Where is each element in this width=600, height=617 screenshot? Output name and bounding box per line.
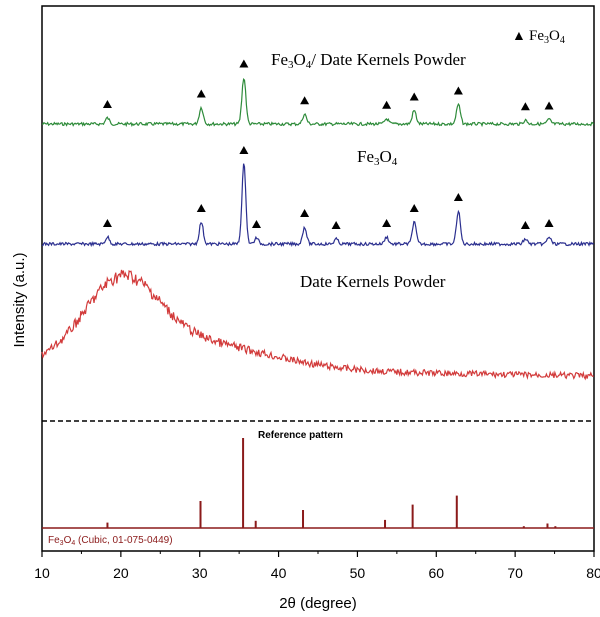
reference-label: Fe3O4 (Cubic, 01-075-0449) bbox=[48, 535, 173, 547]
legend-marker: ▲ bbox=[512, 29, 526, 44]
peak-markers bbox=[102, 59, 554, 229]
x-axis-ticks: 10 20 30 40 50 60 70 80 bbox=[34, 551, 600, 581]
peak-marker-0-6 bbox=[453, 86, 463, 95]
peak-marker-1-4 bbox=[300, 209, 310, 217]
x-tick-label-2: 30 bbox=[192, 565, 208, 581]
x-tick-label-3: 40 bbox=[271, 565, 287, 581]
peak-marker-0-0 bbox=[102, 100, 112, 108]
peak-marker-0-1 bbox=[196, 89, 206, 98]
peak-marker-1-9 bbox=[520, 221, 530, 229]
peak-marker-1-8 bbox=[453, 193, 463, 201]
peak-marker-0-4 bbox=[382, 100, 392, 109]
series-label-date-kernels: Date Kernels Powder bbox=[300, 272, 446, 291]
x-tick-label-1: 20 bbox=[113, 565, 129, 581]
legend-label: Fe3O4 bbox=[529, 28, 565, 46]
peak-marker-1-2 bbox=[239, 146, 249, 154]
peak-marker-1-7 bbox=[409, 204, 419, 212]
x-axis-label: 2θ (degree) bbox=[279, 595, 357, 612]
x-tick-label-4: 50 bbox=[350, 565, 366, 581]
peak-marker-1-6 bbox=[382, 219, 392, 227]
series-line-date-kernels bbox=[41, 269, 594, 381]
peak-marker-1-0 bbox=[102, 219, 112, 227]
peak-marker-0-7 bbox=[520, 102, 530, 111]
x-tick-label-5: 60 bbox=[428, 565, 444, 581]
peak-marker-0-5 bbox=[409, 92, 419, 101]
series-label-fe3o4: Fe3O4 bbox=[357, 147, 398, 168]
x-tick-label-7: 80 bbox=[586, 565, 600, 581]
peak-marker-1-10 bbox=[544, 219, 554, 227]
peak-marker-0-3 bbox=[300, 96, 310, 105]
peak-marker-1-3 bbox=[251, 220, 261, 228]
x-tick-label-6: 70 bbox=[507, 565, 523, 581]
reference-bars bbox=[42, 438, 594, 529]
peak-marker-0-8 bbox=[544, 101, 554, 110]
peak-marker-1-1 bbox=[196, 204, 206, 212]
series-line-fe3o4 bbox=[41, 163, 595, 248]
y-axis-label: Intensity (a.u.) bbox=[11, 252, 28, 347]
reference-title: Reference pattern bbox=[258, 430, 343, 441]
series-label-fe3o4-date-kernels: Fe3O4/ Date Kernels Powder bbox=[271, 50, 466, 71]
peak-marker-0-2 bbox=[239, 59, 249, 68]
series-line-fe3o4-date-kernels bbox=[41, 78, 595, 128]
peak-marker-1-5 bbox=[331, 221, 341, 229]
x-tick-label-0: 10 bbox=[34, 565, 50, 581]
